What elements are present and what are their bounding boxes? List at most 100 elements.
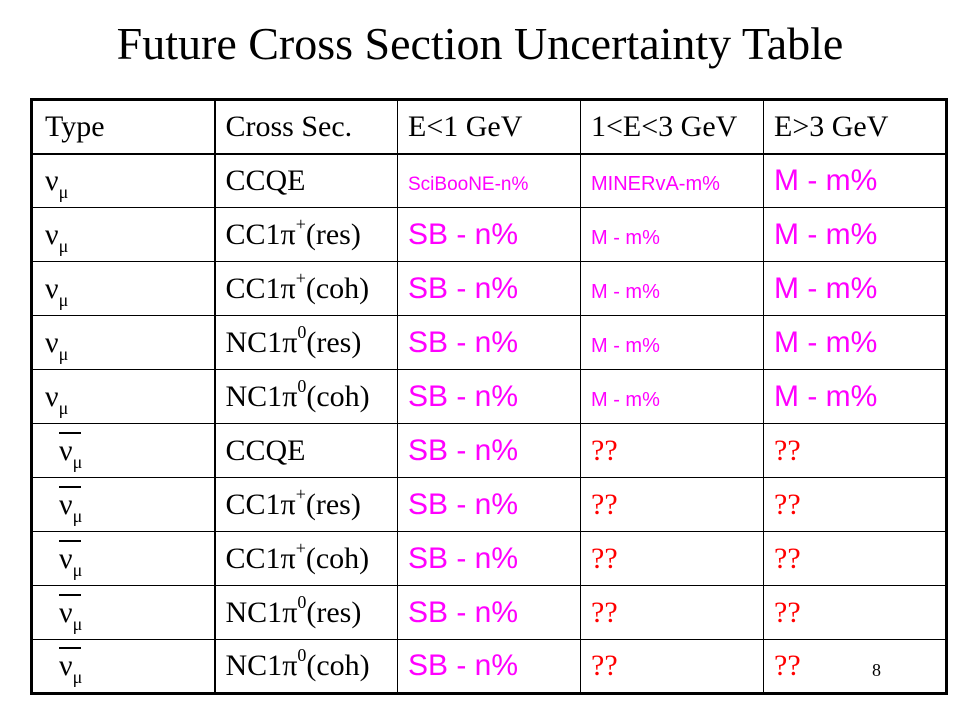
page-number: 8 xyxy=(872,660,881,680)
interaction-mode: (res) xyxy=(305,217,361,251)
header-energy-low: E<1 GeV xyxy=(397,99,581,155)
uncertainty-value: SB - n% xyxy=(408,487,519,521)
energy-low-cell: SB - n% xyxy=(397,639,581,694)
energy-mid-cell: ?? xyxy=(580,639,764,694)
muon-neutrino-symbol: νμ xyxy=(45,379,68,418)
table-header-row: Type Cross Sec. E<1 GeV 1<E<3 GeV E>3 Ge… xyxy=(31,99,947,155)
pion-charge: 0 xyxy=(297,375,307,396)
energy-high-cell: M - m% xyxy=(763,369,947,424)
unknown-value: ?? xyxy=(591,433,618,467)
cross-section-cell: NC1π0(coh) xyxy=(214,369,398,424)
nu-letter: ν xyxy=(45,271,59,305)
table-row: νμ NC1π0(res) SB - n% M - m% M - m% xyxy=(31,315,947,370)
energy-low-cell: SB - n% xyxy=(397,369,581,424)
cross-section-cell: CC1π+(res) xyxy=(214,477,398,532)
unknown-value: ?? xyxy=(774,433,801,467)
table-row: νμ CC1π+(coh) SB - n% M - m% M - m% xyxy=(31,261,947,316)
cross-section-cell: CCQE xyxy=(214,153,398,208)
uncertainty-value: SB - n% xyxy=(408,217,519,251)
mu-subscript: μ xyxy=(72,559,83,580)
slide-title: Future Cross Section Uncertainty Table xyxy=(116,18,844,69)
energy-mid-cell: M - m% xyxy=(580,207,764,262)
pion-charge: 0 xyxy=(297,591,307,612)
mu-subscript: μ xyxy=(72,667,83,687)
uncertainty-value: M - m% xyxy=(774,271,878,305)
energy-low-cell: SB - n% xyxy=(397,315,581,370)
cross-section-cell: CC1π+(coh) xyxy=(214,531,398,586)
muon-neutrino-symbol: νμ xyxy=(45,326,68,364)
energy-high-cell: ?? xyxy=(763,423,947,478)
header-energy-high: E>3 GeV xyxy=(763,99,947,155)
nu-letter: ν xyxy=(45,217,59,251)
muon-neutrino-symbol: νμ xyxy=(45,271,68,310)
energy-low-cell: SB - n% xyxy=(397,477,581,532)
nu-letter: ν xyxy=(59,487,73,521)
mu-subscript: μ xyxy=(58,343,69,364)
unknown-value: ?? xyxy=(591,595,618,629)
uncertainty-value: MINERvA-m% xyxy=(591,172,720,195)
cross-section-cell: NC1π0(res) xyxy=(214,315,398,370)
interaction-mode: (coh) xyxy=(305,271,370,305)
unknown-value: ?? xyxy=(774,487,801,521)
antineutrino-type-cell: νμ xyxy=(31,531,216,586)
mu-subscript: μ xyxy=(72,613,83,634)
uncertainty-value: M - m% xyxy=(774,379,878,413)
nu-letter: ν xyxy=(59,433,73,467)
unknown-value: ?? xyxy=(774,541,801,575)
unknown-value: ?? xyxy=(774,595,801,629)
neutrino-type-cell: νμ xyxy=(31,369,216,424)
energy-mid-cell: MINERvA-m% xyxy=(580,153,764,208)
cross-section-cell: CC1π+(coh) xyxy=(214,261,398,316)
energy-mid-cell: M - m% xyxy=(580,315,764,370)
energy-high-cell: ?? xyxy=(763,585,947,640)
energy-mid-cell: ?? xyxy=(580,477,764,532)
pion-symbol: π xyxy=(280,487,296,521)
pion-symbol: π xyxy=(280,271,296,305)
nu-letter: ν xyxy=(45,379,59,413)
energy-low-cell: SB - n% xyxy=(397,531,581,586)
table-row: νμ NC1π0(coh) SB - n%???? xyxy=(31,639,947,694)
pion-charge: + xyxy=(295,537,306,558)
energy-low-cell: SciBooNE-n% xyxy=(397,153,581,208)
energy-high-cell: M - m% xyxy=(763,261,947,316)
energy-low-cell: SB - n% xyxy=(397,585,581,640)
interaction-mode: (res) xyxy=(306,595,362,629)
table-row: νμ CC1π+(res) SB - n% M - m% M - m% xyxy=(31,207,947,262)
neutrino-type-cell: νμ xyxy=(31,261,216,316)
uncertainty-value: M - m% xyxy=(591,280,660,303)
nu-letter: ν xyxy=(59,541,73,575)
mu-subscript: μ xyxy=(72,505,83,526)
process-name: NC1 xyxy=(225,649,283,682)
process-name: CC1 xyxy=(225,217,281,251)
energy-low-cell: SB - n% xyxy=(397,207,581,262)
unknown-value: ?? xyxy=(591,487,618,521)
energy-mid-cell: ?? xyxy=(580,585,764,640)
mu-subscript: μ xyxy=(58,289,69,310)
pion-symbol: π xyxy=(280,217,296,251)
muon-neutrino-symbol: νμ xyxy=(45,217,68,256)
pion-symbol: π xyxy=(282,595,298,629)
uncertainty-value: SB - n% xyxy=(408,649,519,682)
uncertainty-value: SB - n% xyxy=(408,379,519,413)
process-name: CC1 xyxy=(225,541,281,575)
uncertainty-value: SciBooNE-n% xyxy=(408,173,529,195)
energy-mid-cell: M - m% xyxy=(580,261,764,316)
pion-symbol: π xyxy=(282,379,298,413)
table-row: νμ CC1π+(res) SB - n%???? xyxy=(31,477,947,532)
antineutrino-type-cell: νμ xyxy=(31,477,216,532)
interaction-mode: (res) xyxy=(305,487,361,521)
energy-low-cell: SB - n% xyxy=(397,261,581,316)
mu-subscript: μ xyxy=(72,451,83,472)
pion-charge: + xyxy=(295,483,306,504)
antineutrino-type-cell: νμ xyxy=(31,639,216,694)
antineutrino-type-cell: νμ xyxy=(31,585,216,640)
process-name: NC1 xyxy=(225,595,283,629)
energy-mid-cell: ?? xyxy=(580,531,764,586)
antineutrino-type-cell: νμ xyxy=(31,423,216,478)
energy-high-cell: M - m% xyxy=(763,207,947,262)
anti-muon-neutrino-symbol: νμ xyxy=(59,593,82,634)
pion-charge: + xyxy=(295,213,306,234)
pion-symbol: π xyxy=(282,649,298,682)
pion-symbol: π xyxy=(282,325,298,359)
interaction-mode: (coh) xyxy=(306,649,370,682)
